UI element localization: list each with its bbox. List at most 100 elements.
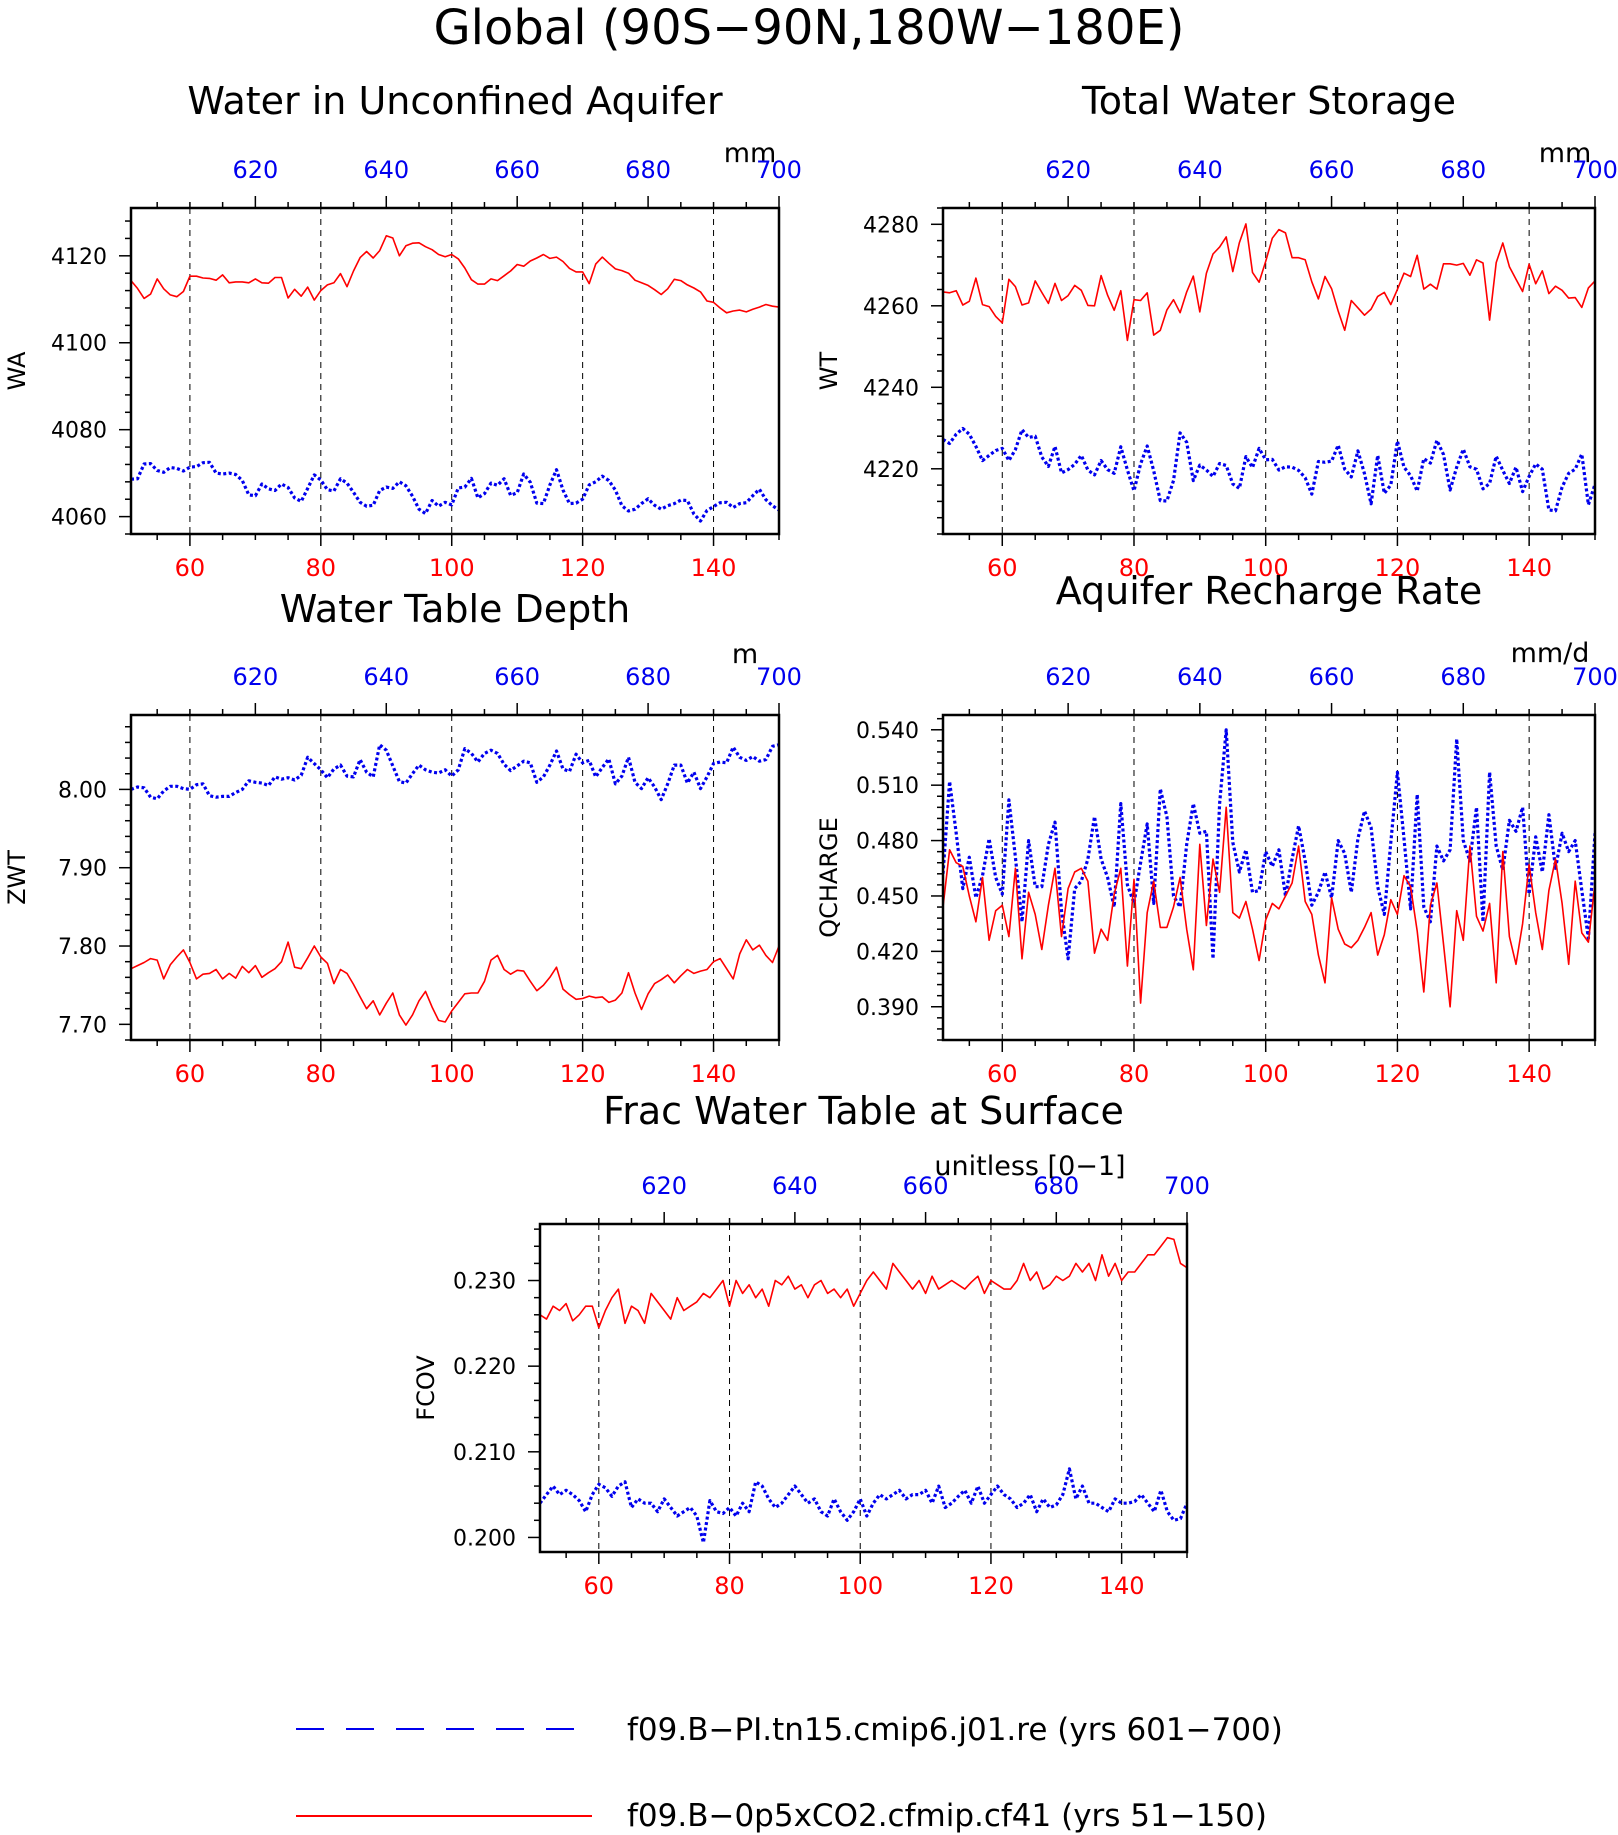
red-series-line bbox=[943, 223, 1595, 342]
x-bottom-tick-label: 140 bbox=[1099, 1572, 1145, 1600]
figure-title: Global (90S−90N,180W−180E) bbox=[433, 0, 1184, 56]
units-label: mm bbox=[1539, 138, 1592, 169]
y-axis-label: WA bbox=[3, 351, 31, 390]
x-bottom-tick-label: 100 bbox=[1243, 554, 1289, 582]
x-bottom-tick-label: 60 bbox=[175, 1060, 206, 1088]
x-bottom-tick-label: 140 bbox=[1506, 1060, 1552, 1088]
x-bottom-tick-label: 100 bbox=[1243, 1060, 1289, 1088]
y-tick-label: 7.80 bbox=[58, 935, 107, 960]
x-top-tick-label: 660 bbox=[1309, 156, 1355, 184]
y-tick-label: 0.450 bbox=[856, 885, 919, 910]
x-top-tick-label: 680 bbox=[625, 663, 671, 691]
y-axis-label: FCOV bbox=[412, 1355, 440, 1421]
red-series-line bbox=[131, 235, 779, 314]
x-top-tick-label: 680 bbox=[1440, 156, 1486, 184]
x-bottom-tick-label: 100 bbox=[429, 1060, 475, 1088]
panel-title: Water in Unconfined Aquifer bbox=[187, 79, 723, 123]
y-axis-label: QCHARGE bbox=[815, 817, 843, 938]
red-series-line bbox=[943, 806, 1595, 1008]
x-top-tick-label: 680 bbox=[625, 156, 671, 184]
x-top-tick-label: 700 bbox=[1572, 156, 1618, 184]
x-top-tick-label: 620 bbox=[232, 663, 278, 691]
plot-frame bbox=[941, 206, 1597, 536]
x-bottom-tick-label: 100 bbox=[429, 554, 475, 582]
y-axis-label: WT bbox=[815, 351, 843, 390]
x-bottom-tick-label: 140 bbox=[691, 554, 737, 582]
panel-aquifer-recharge-rate: Aquifer Recharge Rate mm/d QCHARGE 60 80 100 1… bbox=[815, 569, 1618, 1088]
x-top-tick-label: 640 bbox=[772, 1172, 818, 1200]
x-bottom-tick-label: 120 bbox=[560, 1060, 606, 1088]
x-top-tick-label: 640 bbox=[1177, 663, 1223, 691]
y-tick-label: 0.420 bbox=[856, 940, 919, 965]
x-bottom-tick-label: 80 bbox=[714, 1572, 745, 1600]
x-bottom-tick-label: 120 bbox=[1375, 554, 1421, 582]
x-top-tick-label: 700 bbox=[756, 156, 802, 184]
legend-red-label: f09.B−0p5xCO2.cfmip.cf41 (yrs 51−150) bbox=[627, 1798, 1267, 1834]
y-tick-label: 4220 bbox=[863, 458, 919, 483]
x-top-tick-label: 700 bbox=[1164, 1172, 1210, 1200]
x-bottom-tick-label: 60 bbox=[175, 554, 206, 582]
panel-total-water-storage: Total Water Storage mm WT 60 80 100 120 140 620 6… bbox=[815, 79, 1618, 582]
x-top-tick-label: 660 bbox=[903, 1172, 949, 1200]
x-top-tick-label: 620 bbox=[1045, 663, 1091, 691]
y-tick-label: 0.540 bbox=[856, 719, 919, 744]
panel-title: Frac Water Table at Surface bbox=[603, 1089, 1124, 1133]
x-top-tick-label: 620 bbox=[1045, 156, 1091, 184]
panel-title: Total Water Storage bbox=[1081, 79, 1456, 123]
blue-series-line bbox=[943, 426, 1595, 513]
blue-series-line bbox=[943, 728, 1595, 961]
y-tick-label: 8.00 bbox=[58, 778, 107, 803]
panel-title: Aquifer Recharge Rate bbox=[1056, 569, 1483, 613]
x-top-tick-label: 620 bbox=[232, 156, 278, 184]
blue-series-line bbox=[131, 460, 779, 523]
y-tick-label: 4100 bbox=[51, 332, 107, 357]
y-tick-label: 4120 bbox=[51, 245, 107, 270]
y-tick-label: 0.210 bbox=[453, 1441, 516, 1466]
units-label: unitless [0−1] bbox=[934, 1151, 1125, 1182]
y-tick-label: 0.510 bbox=[856, 774, 919, 799]
x-top-tick-label: 640 bbox=[363, 663, 409, 691]
x-bottom-tick-label: 80 bbox=[1119, 1060, 1150, 1088]
x-top-tick-label: 700 bbox=[1572, 663, 1618, 691]
x-bottom-tick-label: 100 bbox=[837, 1572, 883, 1600]
plot-frame bbox=[538, 1222, 1189, 1554]
plot-frame bbox=[129, 206, 781, 536]
x-bottom-tick-label: 60 bbox=[987, 1060, 1018, 1088]
x-bottom-tick-label: 120 bbox=[1375, 1060, 1421, 1088]
x-bottom-tick-label: 60 bbox=[584, 1572, 615, 1600]
y-tick-label: 4080 bbox=[51, 419, 107, 444]
x-top-tick-label: 680 bbox=[1440, 663, 1486, 691]
units-label: mm bbox=[724, 138, 777, 169]
red-series-line bbox=[540, 1236, 1187, 1329]
y-tick-label: 0.230 bbox=[453, 1270, 516, 1295]
units-label: mm/d bbox=[1511, 638, 1590, 669]
legend-blue-label: f09.B−PI.tn15.cmip6.j01.re (yrs 601−700) bbox=[627, 1712, 1283, 1748]
y-axis-label: ZWT bbox=[3, 850, 31, 905]
x-top-tick-label: 640 bbox=[363, 156, 409, 184]
x-bottom-tick-label: 140 bbox=[691, 1060, 737, 1088]
x-bottom-tick-label: 60 bbox=[987, 554, 1018, 582]
x-bottom-tick-label: 80 bbox=[306, 554, 337, 582]
x-top-tick-label: 680 bbox=[1033, 1172, 1079, 1200]
x-bottom-tick-label: 140 bbox=[1506, 554, 1552, 582]
x-top-tick-label: 700 bbox=[756, 663, 802, 691]
y-tick-label: 7.70 bbox=[58, 1013, 107, 1038]
y-tick-label: 0.220 bbox=[453, 1355, 516, 1380]
x-bottom-tick-label: 80 bbox=[306, 1060, 337, 1088]
panel-frac-water-table-at-surface: Frac Water Table at Surface unitless [0−1… bbox=[412, 1089, 1210, 1600]
x-bottom-tick-label: 120 bbox=[968, 1572, 1014, 1600]
x-top-tick-label: 660 bbox=[1309, 663, 1355, 691]
blue-series-line bbox=[131, 743, 779, 802]
y-tick-label: 0.480 bbox=[856, 830, 919, 855]
y-tick-label: 4280 bbox=[863, 213, 919, 238]
y-tick-label: 4240 bbox=[863, 376, 919, 401]
y-tick-label: 7.90 bbox=[58, 857, 107, 882]
units-label: m bbox=[732, 639, 758, 670]
x-top-tick-label: 620 bbox=[641, 1172, 687, 1200]
x-top-tick-label: 640 bbox=[1177, 156, 1223, 184]
panel-water-table-depth: Water Table Depth m ZWT 60 80 100 120 140 620 640… bbox=[3, 587, 802, 1088]
blue-series-line bbox=[540, 1467, 1187, 1545]
x-top-tick-label: 660 bbox=[494, 663, 540, 691]
